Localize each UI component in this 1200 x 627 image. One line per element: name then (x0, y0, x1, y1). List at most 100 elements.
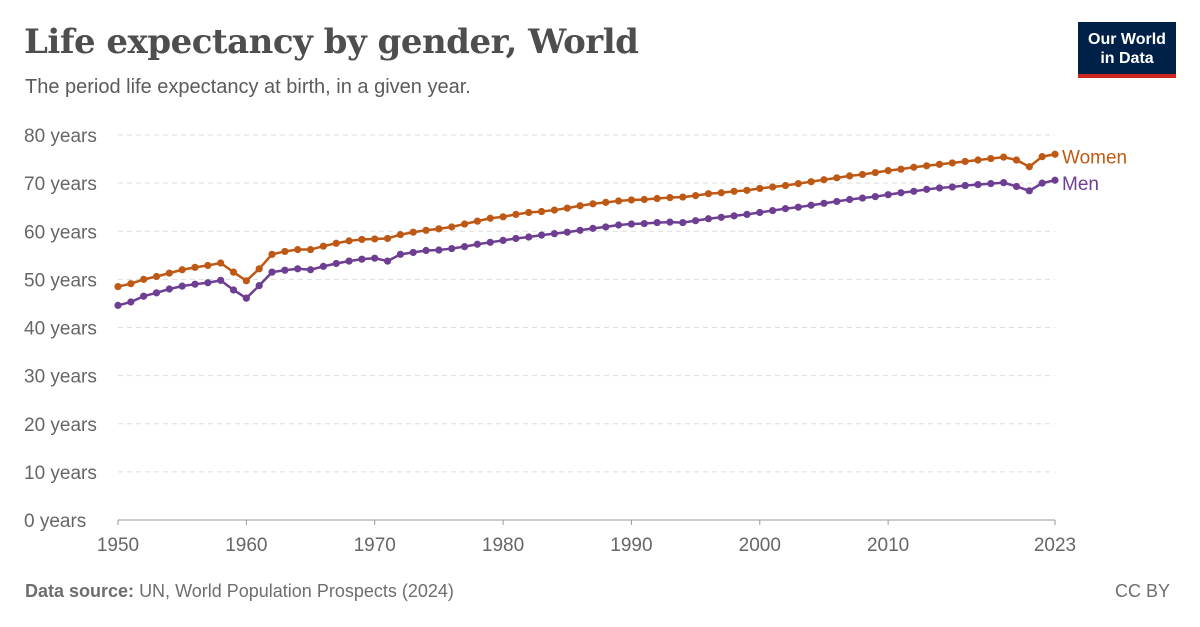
logo-line-1: Our World (1088, 31, 1166, 48)
data-point-men (717, 213, 725, 221)
data-point-men (178, 282, 186, 290)
x-tick-label: 2023 (1034, 535, 1076, 556)
y-tick-label: 10 years (24, 463, 97, 484)
data-point-women (358, 235, 366, 244)
data-point-women (294, 245, 302, 254)
data-point-men (730, 212, 738, 220)
data-point-women (268, 250, 276, 258)
y-tick-label: 40 years (24, 319, 97, 340)
data-point-men (383, 257, 392, 265)
data-point-men (614, 221, 623, 229)
data-point-women (627, 196, 636, 204)
data-point-men (191, 280, 199, 288)
data-point-men (140, 292, 148, 300)
data-point-women (935, 160, 944, 168)
data-point-women (923, 162, 931, 170)
y-tick-label: 20 years (24, 415, 97, 436)
data-point-men (242, 294, 250, 302)
data-point-women (1012, 156, 1021, 164)
data-point-women (833, 174, 841, 182)
data-source-link[interactable]: UN, World Population Prospects (2024) (139, 581, 454, 601)
data-point-men (935, 184, 944, 192)
data-point-men (666, 218, 674, 226)
license-link[interactable]: CC BY (1114, 581, 1170, 601)
data-point-women (281, 247, 289, 256)
data-point-women (807, 178, 815, 186)
data-point-women (229, 268, 238, 276)
grid-layer (118, 134, 1055, 473)
data-point-women (345, 237, 353, 245)
data-point-men (781, 205, 790, 213)
data-point-women (948, 159, 956, 167)
data-point-women (756, 184, 764, 193)
data-point-men (910, 187, 918, 195)
data-point-men (268, 268, 276, 276)
data-point-men (486, 238, 494, 246)
data-point-men (974, 180, 982, 189)
data-point-men (846, 195, 854, 204)
data-point-women (717, 189, 725, 197)
data-source-label: Data source: (25, 581, 135, 601)
data-point-men (422, 246, 430, 255)
data-point-men (537, 231, 546, 239)
data-point-women (769, 183, 777, 191)
data-point-women (204, 261, 212, 270)
data-point-women (217, 259, 225, 267)
data-point-men (255, 282, 263, 290)
data-point-men (358, 255, 366, 263)
data-point-men (345, 257, 353, 265)
data-point-women (383, 234, 392, 243)
series-label-men[interactable]: Men (1062, 174, 1099, 195)
axis-layer: 0 years 10 years 20 years 30 years 40 years 5… (24, 126, 1076, 556)
data-point-women (499, 213, 507, 221)
data-point-women (692, 192, 700, 200)
data-point-men (679, 218, 687, 227)
data-point-men (217, 276, 225, 284)
data-point-women (1025, 163, 1033, 171)
data-point-women (602, 198, 610, 206)
data-point-women (1051, 150, 1059, 158)
data-point-men (640, 219, 648, 228)
series-label-women[interactable]: Women (1062, 147, 1127, 168)
data-point-men (448, 244, 456, 253)
data-point-women (589, 200, 597, 208)
x-tick-label: 2000 (739, 535, 781, 556)
data-point-women (460, 220, 469, 228)
data-point-women (781, 181, 790, 190)
data-point-women (422, 226, 430, 234)
data-point-men (858, 194, 867, 202)
data-point-women (371, 235, 379, 243)
data-point-men (319, 262, 327, 270)
data-point-women (1000, 153, 1008, 161)
x-tick-label: 1990 (610, 535, 652, 556)
data-point-women (679, 193, 687, 201)
data-point-men (152, 289, 161, 297)
data-point-women (550, 206, 559, 214)
data-point-men (884, 191, 892, 199)
owid-logo[interactable]: Our World in Data (1078, 22, 1176, 78)
data-point-men (281, 266, 289, 274)
data-point-women (473, 217, 481, 225)
data-point-women (897, 165, 905, 173)
data-point-women (114, 282, 122, 291)
data-point-men (525, 233, 533, 241)
data-point-women (730, 187, 738, 195)
data-point-women (191, 263, 199, 271)
data-point-women (435, 225, 443, 233)
data-point-women (974, 156, 982, 164)
series-layer (114, 150, 1059, 309)
data-point-women (563, 204, 571, 212)
data-point-men (704, 215, 713, 223)
data-point-men (923, 185, 931, 193)
data-point-men (1012, 182, 1021, 191)
data-point-women (704, 190, 713, 198)
data-point-women (178, 266, 186, 274)
data-point-men (409, 248, 417, 257)
data-point-men (512, 234, 520, 243)
data-point-women (987, 154, 995, 163)
data-point-men (435, 246, 443, 254)
data-point-men (127, 298, 135, 306)
data-source: Data source: UN, World Population Prospe… (25, 581, 454, 602)
data-point-men (794, 203, 802, 211)
